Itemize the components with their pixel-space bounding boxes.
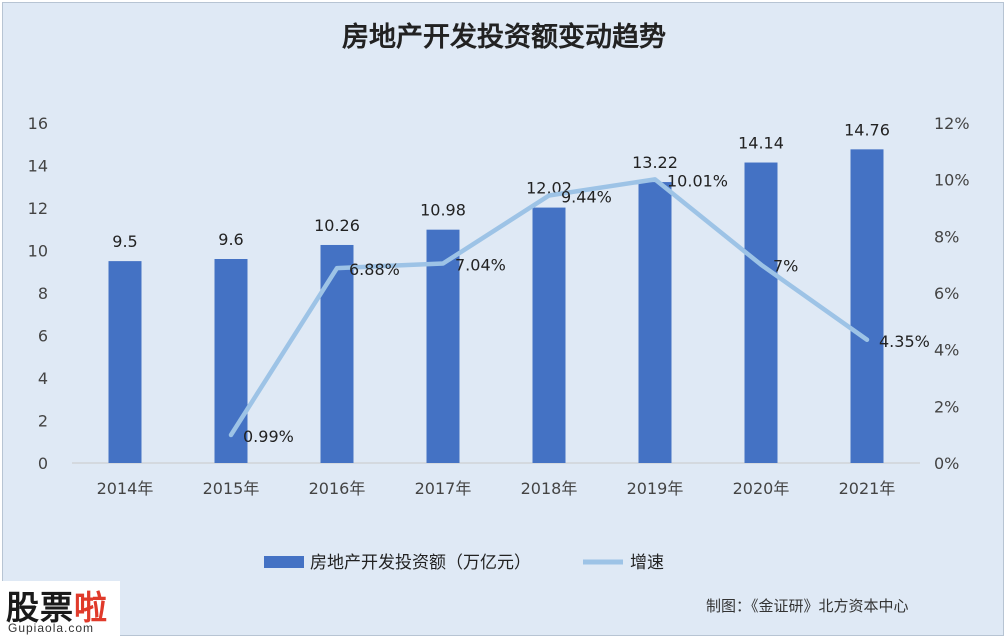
- line-point: [229, 432, 233, 437]
- bar: [426, 229, 460, 463]
- line-data-label: 6.88%: [349, 260, 400, 279]
- line-data-label: 7.04%: [455, 256, 506, 275]
- line-data-label: 10.01%: [667, 171, 728, 190]
- chart-credit: 制图：《金证研》北方资本中心: [706, 597, 909, 615]
- y-left-axis: 0 2 4 6 8 10 12 14 16: [28, 114, 48, 473]
- bar-data-label: 14.76: [844, 120, 890, 139]
- y-left-tick-label: 12: [28, 199, 48, 218]
- x-tick-label: 2014年: [97, 479, 154, 498]
- legend-swatch-bar: [264, 556, 304, 568]
- y-right-tick-label: 4%: [934, 341, 959, 360]
- bar: [850, 149, 884, 463]
- y-right-tick-label: 10%: [934, 171, 970, 190]
- line-point: [547, 193, 551, 198]
- y-left-tick-label: 10: [28, 242, 48, 261]
- line-data-label: 9.44%: [561, 188, 612, 207]
- bar-data-label: 9.6: [218, 230, 243, 249]
- x-axis: 2014年 2015年 2016年 2017年 2018年 2019年 2020年 2021年: [97, 479, 896, 498]
- y-right-tick-label: 2%: [934, 397, 959, 416]
- chart-title: 房地产开发投资额变动趋势: [342, 21, 666, 53]
- line-data-labels: 0.99% 6.88% 7.04% 9.44% 10.01% 7% 4.35%: [243, 171, 930, 446]
- legend: 房地产开发投资额（万亿元） 增速: [264, 553, 664, 573]
- watermark-url: Gupiaola.com: [8, 621, 95, 635]
- x-tick-label: 2021年: [839, 479, 896, 498]
- line-data-label: 0.99%: [243, 427, 294, 446]
- x-tick-label: 2017年: [415, 479, 472, 498]
- watermark-logo-red: 啦: [74, 588, 108, 627]
- line-data-label: 4.35%: [879, 332, 930, 351]
- y-left-tick-label: 4: [38, 369, 48, 388]
- watermark-logo-black: 股票: [6, 588, 74, 627]
- bar-series: [108, 149, 884, 463]
- y-right-tick-label: 12%: [934, 114, 970, 133]
- bar-data-label: 9.5: [112, 232, 137, 251]
- legend-label-line: 增速: [630, 553, 664, 573]
- y-left-tick-label: 6: [38, 327, 48, 346]
- line-data-label: 7%: [773, 257, 798, 276]
- bar-data-label: 14.14: [738, 134, 784, 153]
- y-left-tick-label: 16: [28, 114, 48, 133]
- watermark-logo: 股票啦 Gupiaola.com: [2, 581, 120, 637]
- y-left-tick-label: 8: [38, 284, 48, 303]
- y-left-tick-label: 14: [28, 157, 48, 176]
- bar-data-label: 13.22: [632, 153, 678, 172]
- y-right-tick-label: 0%: [934, 454, 959, 473]
- bar: [744, 162, 778, 463]
- watermark-logo-text: 股票啦: [6, 581, 108, 629]
- x-tick-label: 2015年: [203, 479, 260, 498]
- y-left-tick-label: 0: [38, 454, 48, 473]
- y-right-tick-label: 8%: [934, 227, 959, 246]
- bar: [108, 261, 142, 463]
- line-series: [228, 177, 870, 438]
- bar-data-label: 10.26: [314, 216, 360, 235]
- bar: [532, 207, 566, 463]
- bar: [214, 259, 248, 463]
- legend-label-bar: 房地产开发投资额（万亿元）: [310, 553, 531, 573]
- x-tick-label: 2018年: [521, 479, 578, 498]
- x-tick-label: 2020年: [733, 479, 790, 498]
- bar: [638, 182, 672, 463]
- x-tick-label: 2019年: [627, 479, 684, 498]
- line-point: [653, 177, 657, 182]
- line-point: [759, 262, 763, 267]
- y-left-tick-label: 2: [38, 412, 48, 431]
- line-point: [335, 266, 339, 271]
- y-right-axis: 0% 2% 4% 6% 8% 10% 12%: [934, 114, 970, 473]
- line-point: [441, 261, 445, 266]
- y-right-tick-label: 6%: [934, 284, 959, 303]
- x-tick-label: 2016年: [309, 479, 366, 498]
- bar-data-label: 10.98: [420, 201, 466, 220]
- line-point: [865, 337, 869, 342]
